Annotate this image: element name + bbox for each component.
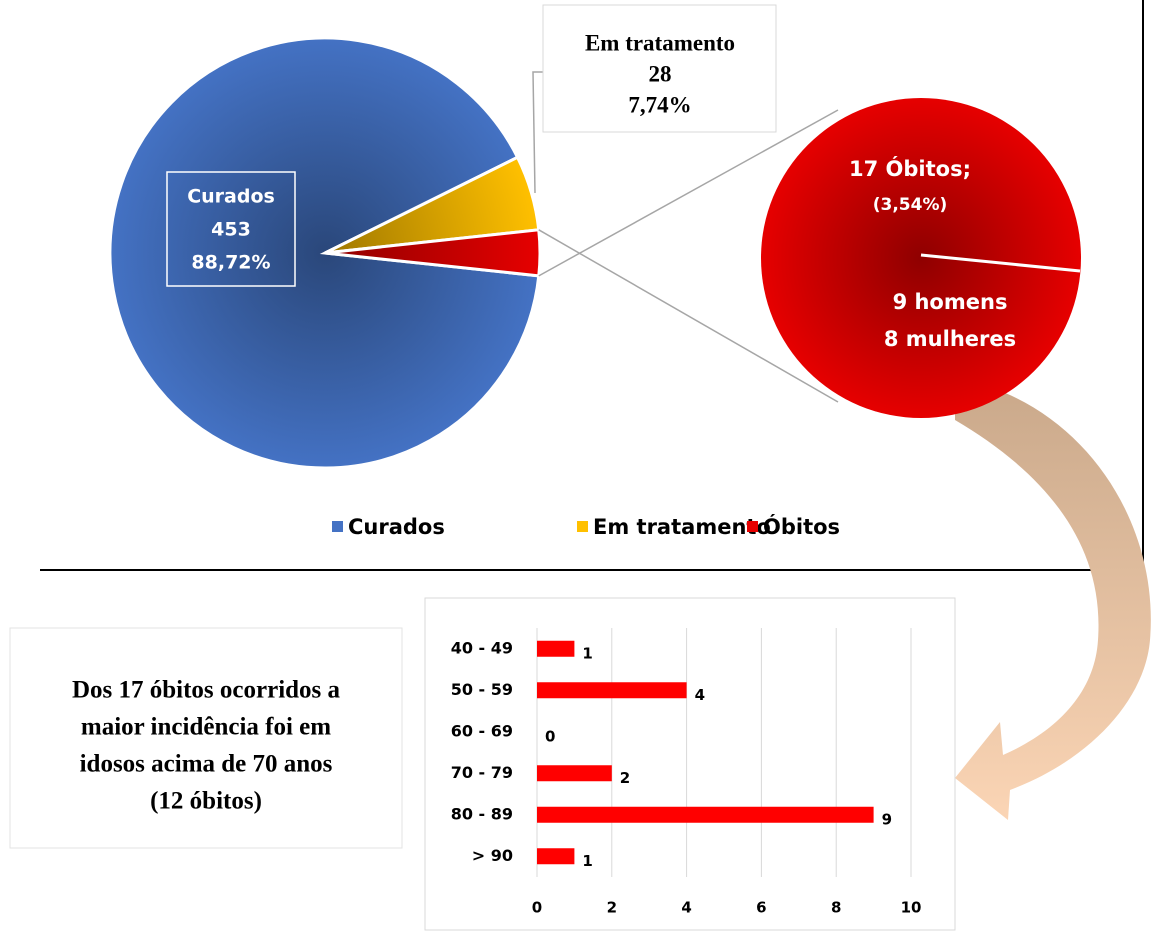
- data-label: 0: [545, 727, 555, 745]
- y-tick-label: 50 - 59: [451, 680, 513, 699]
- x-tick-label: 4: [681, 899, 691, 917]
- data-label: 9: [882, 810, 892, 828]
- leader-line: [532, 71, 543, 194]
- secondary-detail: 8 mulheres: [884, 327, 1016, 351]
- arrow: [955, 378, 1151, 820]
- x-tick-label: 6: [756, 899, 766, 917]
- data-label: 7,74%: [628, 92, 691, 117]
- x-tick-label: 10: [901, 899, 922, 917]
- x-tick-label: 0: [532, 899, 542, 917]
- y-tick-label: 40 - 49: [451, 638, 513, 657]
- annotation-text: maior incidência foi em: [81, 714, 331, 741]
- data-label: Curados: [187, 186, 275, 208]
- bar: [537, 806, 874, 823]
- data-label: 88,72%: [191, 252, 270, 274]
- annotation-text: idosos acima de 70 anos: [80, 751, 333, 778]
- data-label: 28: [649, 61, 672, 86]
- x-tick-label: 8: [831, 899, 841, 917]
- y-tick-label: 80 - 89: [451, 804, 513, 823]
- secondary-detail: 9 homens: [893, 290, 1008, 314]
- data-label: 453: [211, 219, 251, 241]
- data-label: 1: [582, 644, 592, 662]
- legend-label: Em tratamento: [593, 515, 771, 539]
- bar: [537, 682, 687, 699]
- data-label: 4: [695, 686, 705, 704]
- connector-line: [538, 229, 839, 403]
- legend-swatch: [577, 521, 588, 532]
- y-tick-label: > 90: [472, 846, 513, 865]
- legend-swatch: [332, 521, 343, 532]
- bar: [537, 765, 612, 782]
- x-tick-label: 2: [607, 899, 617, 917]
- secondary-divider: [920, 253, 1081, 273]
- data-label: 1: [582, 852, 592, 870]
- pie-slice: [108, 36, 541, 470]
- data-label: Em tratamento: [585, 30, 735, 55]
- bar: [537, 640, 575, 657]
- secondary-pie: [761, 98, 1081, 418]
- secondary-title: 17 Óbitos;: [849, 156, 971, 181]
- callout-box: [542, 4, 777, 133]
- annotation-box: [9, 627, 403, 849]
- annotation-text: (12 óbitos): [150, 788, 262, 815]
- y-tick-label: 60 - 69: [451, 721, 513, 740]
- y-tick-label: 70 - 79: [451, 763, 513, 782]
- data-label: 2: [620, 769, 630, 787]
- connector-line: [538, 109, 839, 277]
- legend-label: Óbitos: [763, 514, 840, 539]
- bar-chart-box: [424, 597, 956, 931]
- legend-swatch: [747, 521, 758, 532]
- label-box: [166, 171, 296, 287]
- annotation-text: Dos 17 óbitos ocorridos a: [72, 677, 341, 704]
- bar: [537, 848, 575, 865]
- data-label: (3,54%): [873, 195, 948, 215]
- legend-label: Curados: [348, 515, 445, 539]
